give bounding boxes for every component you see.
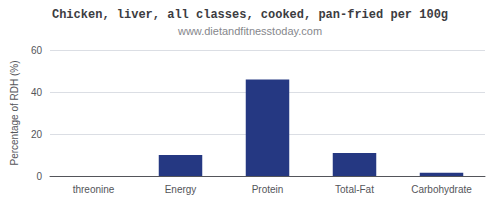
svg-text:60: 60 [31,45,43,56]
svg-text:40: 40 [31,87,43,98]
svg-text:Carbohydrate: Carbohydrate [411,184,472,195]
svg-text:0: 0 [36,171,42,182]
svg-text:Energy: Energy [165,184,197,195]
svg-text:Percentage of RDH (%): Percentage of RDH (%) [9,60,20,165]
svg-text:www.dietandfitnesstoday.com: www.dietandfitnesstoday.com [177,25,322,37]
svg-text:Chicken, liver, all classes, c: Chicken, liver, all classes, cooked, pan… [52,8,448,22]
svg-text:Protein: Protein [252,184,284,195]
svg-text:20: 20 [31,129,43,140]
svg-text:Total-Fat: Total-Fat [335,184,374,195]
svg-text:threonine: threonine [73,184,115,195]
